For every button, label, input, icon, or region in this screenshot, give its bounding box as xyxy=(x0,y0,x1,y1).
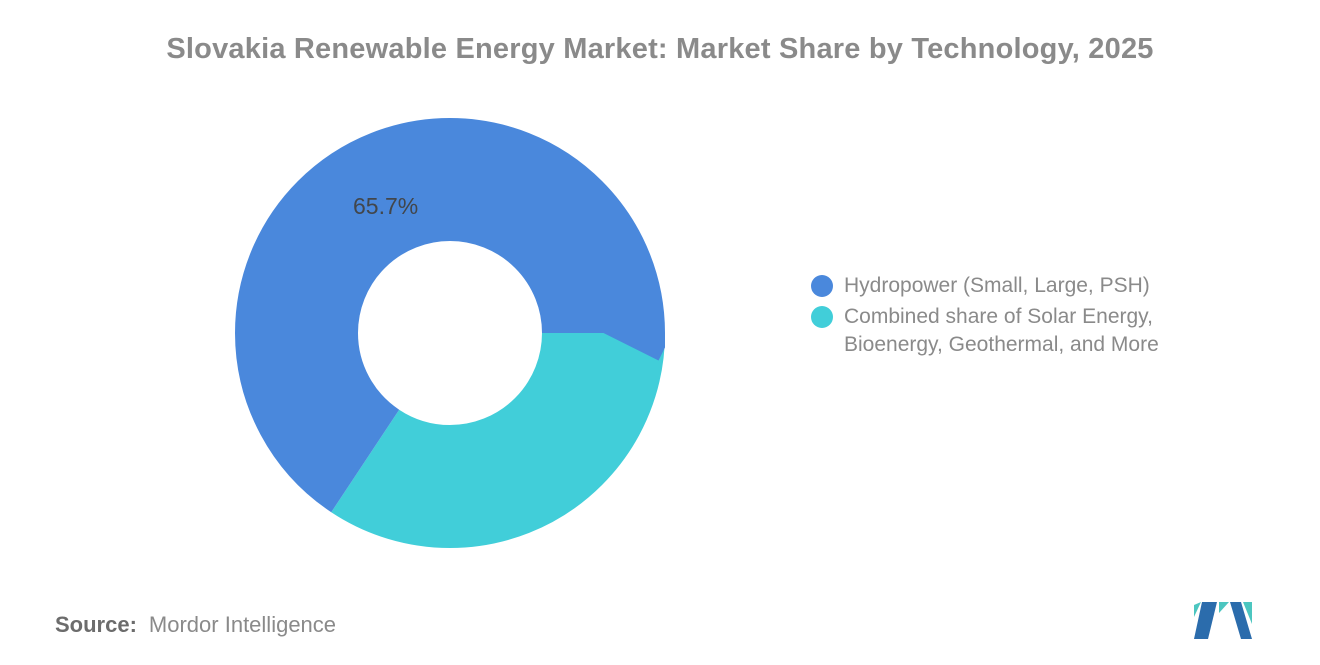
logo-shape-teal-right xyxy=(1243,602,1252,624)
source-label: Source: xyxy=(55,612,137,637)
legend-item-combined-renewables: Combined share of Solar Energy, Bioenerg… xyxy=(811,303,1159,359)
logo-shape-blue-left xyxy=(1194,602,1217,639)
logo-shape-teal-left xyxy=(1194,602,1201,617)
chart-legend: Hydropower (Small, Large, PSH) Combined … xyxy=(811,272,1159,362)
legend-label-combined-renewables: Combined share of Solar Energy, Bioenerg… xyxy=(844,305,1159,356)
mordor-intelligence-logo xyxy=(1194,602,1252,639)
legend-item-hydropower: Hydropower (Small, Large, PSH) xyxy=(811,272,1159,300)
donut-chart: 65.7% xyxy=(235,118,665,548)
source-value: Mordor Intelligence xyxy=(148,612,337,637)
donut-chart-svg xyxy=(235,118,665,548)
legend-dot-combined-renewables-icon xyxy=(811,306,833,328)
logo-shape-blue-right xyxy=(1230,602,1252,639)
legend-dot-hydropower-icon xyxy=(811,275,833,297)
logo-shape-teal-middle xyxy=(1219,602,1229,613)
legend-label-hydropower: Hydropower (Small, Large, PSH) xyxy=(844,274,1150,297)
pie-slice-hydropower xyxy=(235,118,665,548)
source-line: Source: Mordor Intelligence xyxy=(55,612,336,638)
slice-label-hydropower: 65.7% xyxy=(353,193,419,219)
chart-title: Slovakia Renewable Energy Market: Market… xyxy=(166,33,1154,65)
